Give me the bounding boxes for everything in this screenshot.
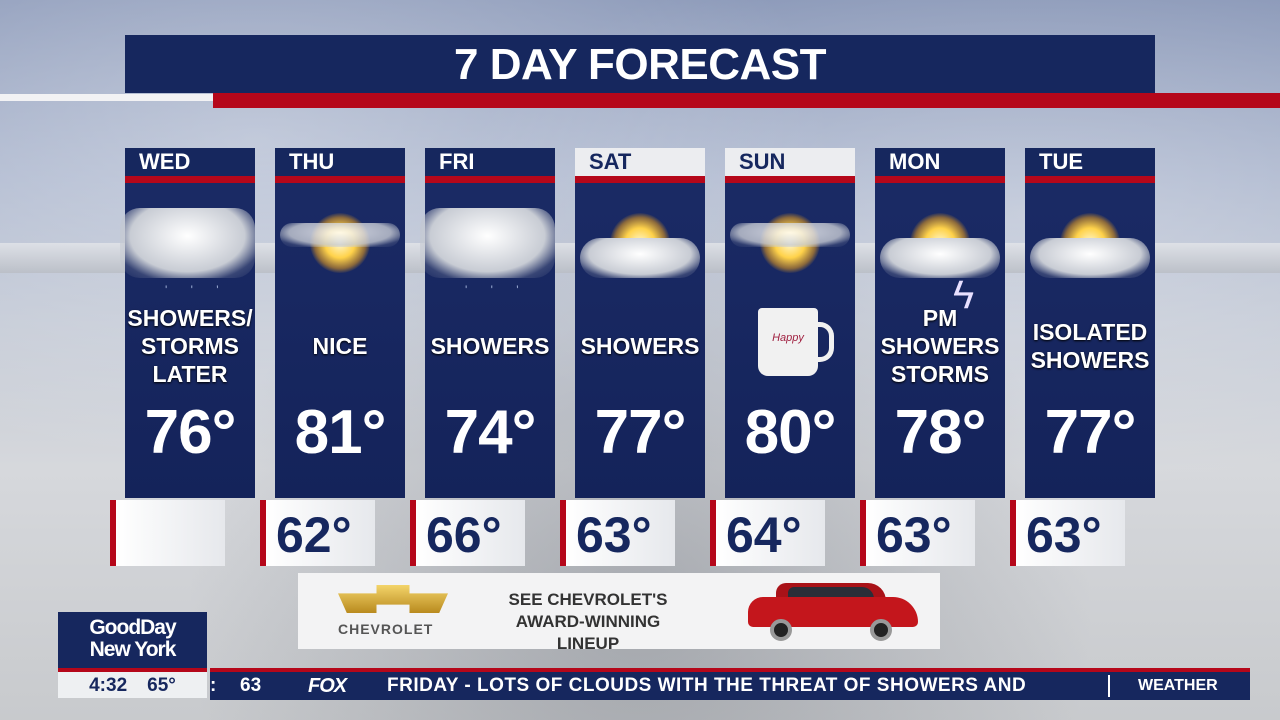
partly-cloudy-icon (575, 183, 705, 303)
ad-brand: CHEVROLET (338, 621, 434, 637)
day-label: FRI (425, 148, 555, 176)
show-name-line: New York (89, 638, 177, 661)
condition-text: NICE (275, 303, 405, 388)
show-logo-stripe (58, 668, 207, 672)
condition-line: ISOLATED (1032, 318, 1148, 345)
high-temp: 81° (294, 398, 387, 467)
show-logo: GoodDay New York (58, 612, 207, 668)
high-temp: 76° (144, 398, 237, 467)
sunny-icon (275, 183, 405, 303)
condition-text: SHOWERS (425, 303, 555, 388)
ad-text-line: SEE CHEVROLET'S (508, 590, 668, 609)
day-label: SAT (575, 148, 705, 176)
condition-text: SHOWERS/STORMS LATER (125, 303, 255, 388)
chevrolet-ad[interactable]: CHEVROLET SEE CHEVROLET'S AWARD-WINNING … (298, 573, 940, 653)
news-ticker: : 63 FOX FRIDAY - LOTS OF CLOUDS WITH TH… (210, 672, 1250, 700)
title-accent-line (0, 94, 213, 101)
condition-line: SHOWERS (880, 332, 1000, 359)
ticker-prefix: : (210, 675, 217, 696)
condition-line: SHOWERS/ (127, 304, 253, 331)
fox-logo: FOX (308, 675, 347, 697)
clock-time: 4:32 (89, 675, 128, 696)
day-stripe (875, 176, 1005, 183)
day-stripe (425, 176, 555, 183)
ticker-section: WEATHER (1138, 677, 1218, 694)
low-temp: 62° (260, 500, 375, 566)
condition-line: SHOWERS (580, 332, 700, 359)
condition-line: STORMS (141, 332, 239, 359)
mug-icon: Happy (758, 308, 834, 376)
day-label: THU (275, 148, 405, 176)
high-temp: 80° (744, 398, 837, 467)
title-red-stripe (213, 93, 1280, 108)
day-stripe (125, 176, 255, 183)
low-temp: 63° (860, 500, 975, 566)
forecast-day-thu: THU NICE 81° (275, 148, 405, 498)
condition-line: SHOWERS (1030, 346, 1150, 373)
show-name-line: GoodDay (89, 616, 176, 639)
chevrolet-bowtie-logo (338, 585, 448, 613)
condition-text: SHOWERS (575, 303, 705, 388)
high-temp: 77° (1044, 398, 1137, 467)
day-label: WED (125, 148, 255, 176)
partly-cloudy-icon (1025, 183, 1155, 303)
day-label: MON (875, 148, 1005, 176)
forecast-day-tue: TUE ISOLATED SHOWERS 77° (1025, 148, 1155, 498)
day-stripe (1025, 176, 1155, 183)
forecast-day-wed: WED ' ' ' SHOWERS/STORMS LATER 76° (120, 148, 255, 498)
high-temp: 78° (894, 398, 987, 467)
car-image (748, 583, 918, 641)
day-label: TUE (1025, 148, 1155, 176)
low-temp (110, 500, 225, 566)
day-stripe (725, 176, 855, 183)
condition-line: SHOWERS (430, 332, 550, 359)
low-temp: 66° (410, 500, 525, 566)
cloudy-showers-icon: ' ' ' (120, 183, 255, 303)
condition-line: STORMS (891, 360, 989, 387)
condition-text: ISOLATED SHOWERS (1025, 303, 1155, 388)
ticker-stripe (210, 668, 1250, 672)
forecast-day-sun: SUN 80° Happy (725, 148, 855, 498)
condition-line: PM (922, 304, 958, 331)
ticker-value: 63 (240, 675, 262, 696)
high-temp: 77° (594, 398, 687, 467)
day-stripe (275, 176, 405, 183)
page-title: 7 DAY FORECAST (125, 35, 1155, 93)
cloudy-showers-icon: ' ' ' (420, 183, 555, 303)
forecast-day-sat: SAT SHOWERS 77° (575, 148, 705, 498)
condition-line: LATER (152, 360, 228, 387)
thunderstorm-icon: ϟ (875, 183, 1005, 317)
day-label: SUN (725, 148, 855, 176)
time-temp: 4:32 65° (58, 672, 207, 698)
forecast-day-mon: MON ϟ PM SHOWERS STORMS 78° (875, 148, 1005, 498)
condition-text: PM SHOWERS STORMS (875, 303, 1005, 388)
ad-text: SEE CHEVROLET'S AWARD-WINNING LINEUP (483, 589, 693, 655)
sunny-mug-icon (725, 183, 855, 303)
low-temp: 63° (1010, 500, 1125, 566)
condition-line: NICE (312, 332, 368, 359)
ticker-text: FRIDAY - LOTS OF CLOUDS WITH THE THREAT … (387, 675, 1027, 696)
current-temp: 65° (147, 675, 176, 696)
low-temp: 64° (710, 500, 825, 566)
forecast-day-fri: FRI ' ' ' SHOWERS 74° (420, 148, 555, 498)
day-stripe (575, 176, 705, 183)
low-temp: 63° (560, 500, 675, 566)
ad-text-line: AWARD-WINNING LINEUP (515, 612, 661, 653)
high-temp: 74° (444, 398, 537, 467)
ticker-divider (1108, 675, 1110, 697)
